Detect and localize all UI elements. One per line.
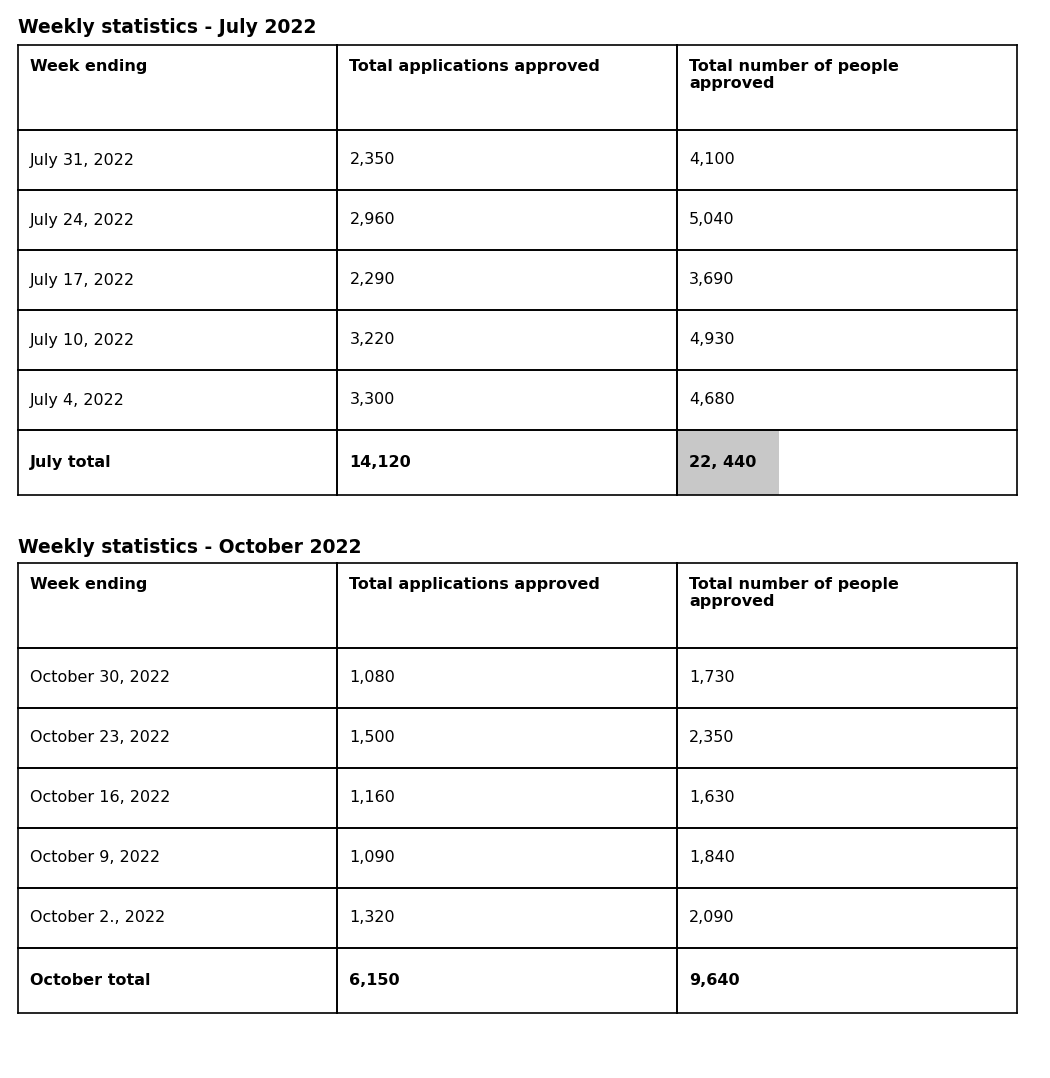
Text: July 4, 2022: July 4, 2022 (30, 392, 125, 407)
Bar (337, 648, 677, 708)
Text: Weekly statistics - October 2022: Weekly statistics - October 2022 (18, 538, 361, 557)
Text: 1,090: 1,090 (350, 851, 395, 866)
Bar (677, 130, 1016, 190)
Text: October 23, 2022: October 23, 2022 (30, 731, 170, 746)
Bar (337, 888, 677, 948)
Text: October 16, 2022: October 16, 2022 (30, 790, 170, 805)
Text: 3,690: 3,690 (689, 273, 735, 288)
Text: 22, 440: 22, 440 (689, 455, 756, 470)
Bar (18, 310, 337, 370)
Text: July 10, 2022: July 10, 2022 (30, 332, 135, 347)
Bar (18, 45, 337, 130)
Bar (677, 948, 1016, 1013)
Text: 2,350: 2,350 (689, 731, 735, 746)
Text: 2,290: 2,290 (350, 273, 395, 288)
Text: 1,160: 1,160 (350, 790, 395, 805)
Text: Total number of people
approved: Total number of people approved (689, 59, 899, 92)
Bar (18, 828, 337, 888)
Bar (337, 430, 677, 495)
Text: 2,960: 2,960 (350, 212, 395, 227)
Bar (337, 370, 677, 430)
Text: Weekly statistics - July 2022: Weekly statistics - July 2022 (18, 18, 316, 37)
Bar (18, 190, 337, 250)
Bar (677, 370, 1016, 430)
Text: 4,930: 4,930 (689, 332, 735, 347)
Text: 3,220: 3,220 (350, 332, 395, 347)
Bar (677, 648, 1016, 708)
Bar (18, 648, 337, 708)
Bar (337, 828, 677, 888)
Bar (677, 708, 1016, 768)
Text: Total applications approved: Total applications approved (350, 577, 601, 592)
Text: 1,840: 1,840 (689, 851, 735, 866)
Bar (677, 310, 1016, 370)
Bar (677, 250, 1016, 310)
Text: July 31, 2022: July 31, 2022 (30, 152, 135, 167)
Text: Week ending: Week ending (30, 577, 147, 592)
Bar (337, 310, 677, 370)
Bar (677, 563, 1016, 648)
Bar (677, 45, 1016, 130)
Text: 1,730: 1,730 (689, 671, 735, 686)
Bar (677, 828, 1016, 888)
Bar (677, 430, 779, 495)
Text: 14,120: 14,120 (350, 455, 412, 470)
Bar (337, 250, 677, 310)
Bar (18, 888, 337, 948)
Text: 1,630: 1,630 (689, 790, 735, 805)
Bar (18, 948, 337, 1013)
Text: 3,300: 3,300 (350, 392, 395, 407)
Bar (337, 708, 677, 768)
Bar (337, 948, 677, 1013)
Text: 1,080: 1,080 (350, 671, 395, 686)
Text: October 2., 2022: October 2., 2022 (30, 911, 165, 926)
Bar (18, 708, 337, 768)
Bar (337, 190, 677, 250)
Bar (337, 563, 677, 648)
Text: October 9, 2022: October 9, 2022 (30, 851, 160, 866)
Text: 6,150: 6,150 (350, 973, 400, 989)
Bar (18, 563, 337, 648)
Text: 4,680: 4,680 (689, 392, 735, 407)
Text: 1,500: 1,500 (350, 731, 395, 746)
Text: October 30, 2022: October 30, 2022 (30, 671, 170, 686)
Bar (677, 190, 1016, 250)
Bar (677, 888, 1016, 948)
Bar (18, 768, 337, 828)
Text: 5,040: 5,040 (689, 212, 735, 227)
Bar (779, 430, 1016, 495)
Text: 2,350: 2,350 (350, 152, 395, 167)
Bar (337, 130, 677, 190)
Text: 2,090: 2,090 (689, 911, 735, 926)
Bar (677, 768, 1016, 828)
Bar (18, 130, 337, 190)
Text: 1,320: 1,320 (350, 911, 395, 926)
Text: July 17, 2022: July 17, 2022 (30, 273, 135, 288)
Bar (337, 768, 677, 828)
Text: July 24, 2022: July 24, 2022 (30, 212, 135, 227)
Text: October total: October total (30, 973, 150, 989)
Bar (337, 45, 677, 130)
Text: 4,100: 4,100 (689, 152, 735, 167)
Bar (18, 430, 337, 495)
Text: Week ending: Week ending (30, 59, 147, 74)
Text: Total applications approved: Total applications approved (350, 59, 601, 74)
Text: July total: July total (30, 455, 111, 470)
Text: 9,640: 9,640 (689, 973, 739, 989)
Bar (18, 250, 337, 310)
Bar (18, 370, 337, 430)
Text: Total number of people
approved: Total number of people approved (689, 577, 899, 609)
